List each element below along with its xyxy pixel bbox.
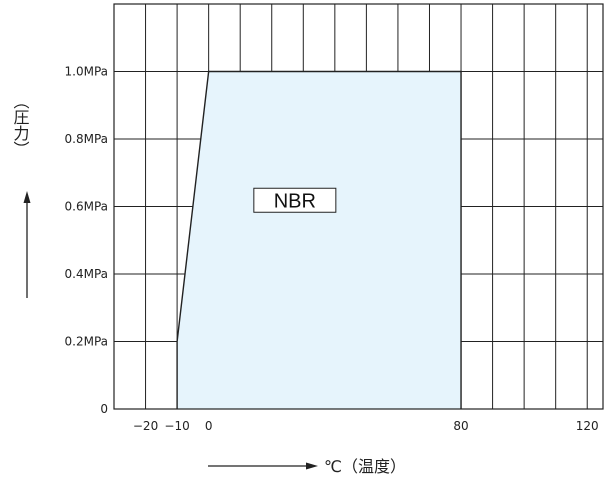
x-axis-label: ℃（温度）	[324, 457, 406, 476]
nbr-label-box	[253, 187, 337, 213]
y-tick-label: 0.4MPa	[65, 267, 109, 281]
y-tick-label: 1.0MPa	[65, 65, 109, 79]
x-tick-label: 0	[205, 419, 213, 433]
y-axis-arrow-icon	[23, 191, 31, 298]
x-tick-labels: −20 −10 0 80 120	[133, 419, 599, 433]
y-tick-label: 0.6MPa	[65, 200, 109, 214]
x-tick-label: −10	[164, 419, 189, 433]
nbr-region-layer	[176, 70, 462, 409]
y-tick-label: 0.2MPa	[65, 335, 109, 349]
x-tick-label: −20	[133, 419, 158, 433]
plot-frame	[113, 3, 604, 410]
y-tick-label: 0	[100, 402, 108, 416]
y-tick-label: 0.8MPa	[65, 132, 109, 146]
nbr-region-boundary	[176, 70, 462, 409]
nbr-label: NBR	[274, 190, 316, 212]
x-axis-arrow-icon	[208, 462, 318, 470]
x-tick-label: 120	[576, 419, 599, 433]
y-axis-label: （圧力）	[11, 93, 30, 157]
nbr-region-fill	[177, 71, 462, 409]
y-tick-labels: 0 0.2MPa 0.4MPa 0.6MPa 0.8MPa 1.0MPa	[65, 65, 109, 417]
x-tick-label: 80	[453, 419, 468, 433]
